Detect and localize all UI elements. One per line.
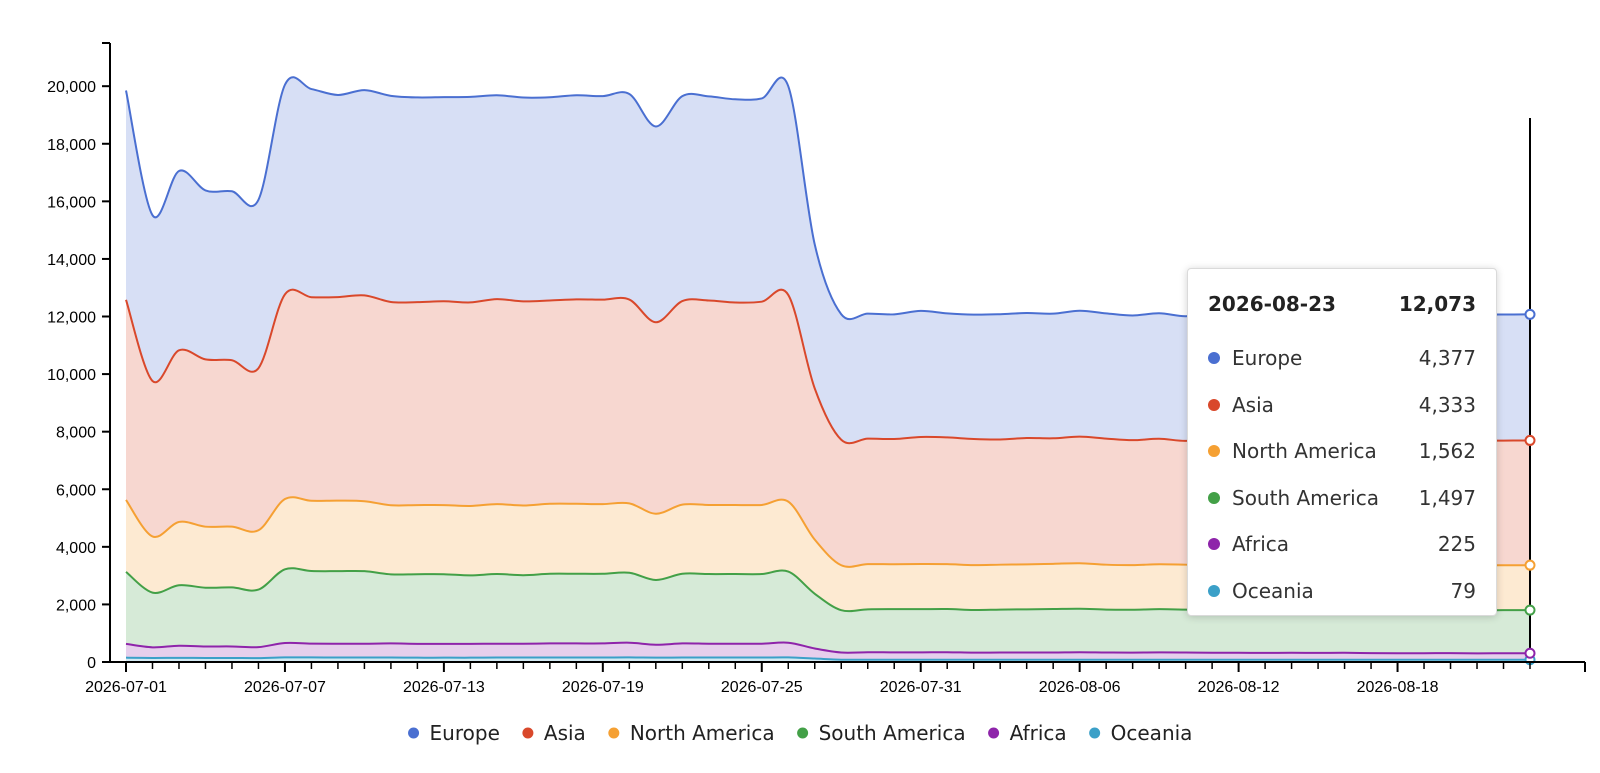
hover-point-asia — [1524, 434, 1536, 446]
tooltip-name-north-america: North America — [1232, 439, 1377, 464]
y-tick-label: 12,000 — [47, 310, 96, 327]
y-axis: 0 2,000 4,000 6,000 8,000 10,000 12,000 14,000 1… — [47, 42, 111, 672]
tooltip-row-asia: Asia 4,333 — [1208, 382, 1476, 429]
legend-item-africa[interactable]: Africa — [988, 721, 1067, 745]
legend-item-north-america[interactable]: North America — [608, 721, 775, 745]
tooltip-row-africa: Africa 225 — [1208, 521, 1476, 568]
y-tick-label: 0 — [87, 655, 96, 672]
tooltip-name-asia: Asia — [1232, 392, 1274, 417]
y-tick-label: 18,000 — [47, 137, 96, 154]
hover-point-europe — [1524, 308, 1536, 320]
x-tick-label: 2026-07-01 — [85, 679, 167, 696]
legend-label-north-america: North America — [630, 721, 775, 745]
tooltip-dot-asia — [1208, 398, 1220, 411]
x-tick-label: 2026-08-12 — [1198, 679, 1280, 696]
tooltip-value-asia: 4,333 — [1418, 392, 1476, 417]
x-tick-label: 2026-07-13 — [403, 679, 485, 696]
tooltip-dot-africa — [1208, 538, 1220, 551]
series-areas — [126, 77, 1530, 662]
x-tick-label: 2026-07-31 — [880, 679, 962, 696]
tooltip-name-oceania: Oceania — [1232, 578, 1314, 603]
tooltip-value-south-america: 1,497 — [1418, 485, 1476, 510]
x-tick-label: 2026-07-19 — [562, 679, 644, 696]
tooltip-dot-europe — [1208, 352, 1220, 365]
legend: Europe Asia North America South America Afri… — [408, 721, 1192, 745]
tooltip-name-europe: Europe — [1232, 346, 1303, 371]
legend-dot-north-america — [608, 727, 620, 739]
legend-item-europe[interactable]: Europe — [408, 721, 500, 745]
y-tick-label: 14,000 — [47, 252, 96, 269]
legend-label-oceania: Oceania — [1111, 721, 1193, 745]
legend-dot-oceania — [1089, 727, 1101, 739]
hover-points — [1524, 308, 1536, 666]
hover-point-north-america — [1524, 559, 1536, 571]
tooltip-dot-south-america — [1208, 491, 1220, 504]
y-tick-label: 2,000 — [56, 597, 96, 614]
y-tick-label: 4,000 — [56, 540, 96, 557]
x-tick-label: 2026-07-07 — [244, 679, 326, 696]
hover-point-south-america — [1524, 604, 1536, 616]
y-tick-label: 6,000 — [56, 482, 96, 499]
x-axis: 2026-07-01 2026-07-07 2026-07-13 2026-07-19… — [85, 661, 1586, 696]
tooltip-header: 2026-08-23 12,073 — [1208, 289, 1476, 319]
legend-dot-africa — [988, 727, 1000, 739]
area-europe — [126, 77, 1530, 444]
area-north-america — [126, 497, 1530, 612]
tooltip-row-north-america: North America 1,562 — [1208, 428, 1476, 475]
tooltip-row-europe: Europe 4,377 — [1208, 335, 1476, 382]
legend-dot-asia — [522, 727, 534, 739]
hover-point-africa — [1524, 647, 1536, 659]
legend-dot-south-america — [797, 727, 809, 739]
legend-dot-europe — [408, 727, 420, 739]
y-tick-label: 10,000 — [47, 367, 96, 384]
tooltip-value-north-america: 1,562 — [1418, 439, 1476, 464]
legend-item-oceania[interactable]: Oceania — [1089, 721, 1192, 745]
tooltip-row-oceania: Oceania 79 — [1208, 568, 1476, 615]
line-africa — [125, 641, 1531, 655]
line-oceania — [125, 656, 1531, 661]
legend-label-europe: Europe — [430, 721, 500, 745]
tooltip-date: 2026-08-23 — [1208, 292, 1336, 316]
tooltip-name-africa: Africa — [1232, 532, 1290, 557]
tooltip-name-south-america: South America — [1232, 485, 1379, 510]
tooltip: 2026-08-23 12,073 Europe 4,377 Asia 4,33… — [1187, 268, 1497, 616]
tooltip-row-south-america: South America 1,497 — [1208, 475, 1476, 522]
tooltip-total: 12,073 — [1398, 292, 1476, 316]
y-tick-label: 8,000 — [56, 425, 96, 442]
x-tick-label: 2026-08-06 — [1039, 679, 1121, 696]
x-tick-label: 2026-08-18 — [1357, 679, 1439, 696]
tooltip-value-europe: 4,377 — [1418, 346, 1476, 371]
y-tick-label: 16,000 — [47, 194, 96, 211]
tooltip-value-oceania: 79 — [1450, 578, 1476, 603]
legend-label-south-america: South America — [819, 721, 966, 745]
tooltip-value-africa: 225 — [1437, 532, 1476, 557]
area-south-america — [126, 568, 1530, 654]
area-asia — [126, 289, 1530, 567]
legend-item-asia[interactable]: Asia — [522, 721, 586, 745]
tooltip-dot-oceania — [1208, 584, 1220, 597]
tooltip-dot-north-america — [1208, 445, 1220, 458]
legend-item-south-america[interactable]: South America — [797, 721, 966, 745]
x-tick-label: 2026-07-25 — [721, 679, 803, 696]
legend-label-africa: Africa — [1010, 721, 1067, 745]
y-tick-label: 20,000 — [47, 79, 96, 96]
legend-label-asia: Asia — [544, 721, 586, 745]
